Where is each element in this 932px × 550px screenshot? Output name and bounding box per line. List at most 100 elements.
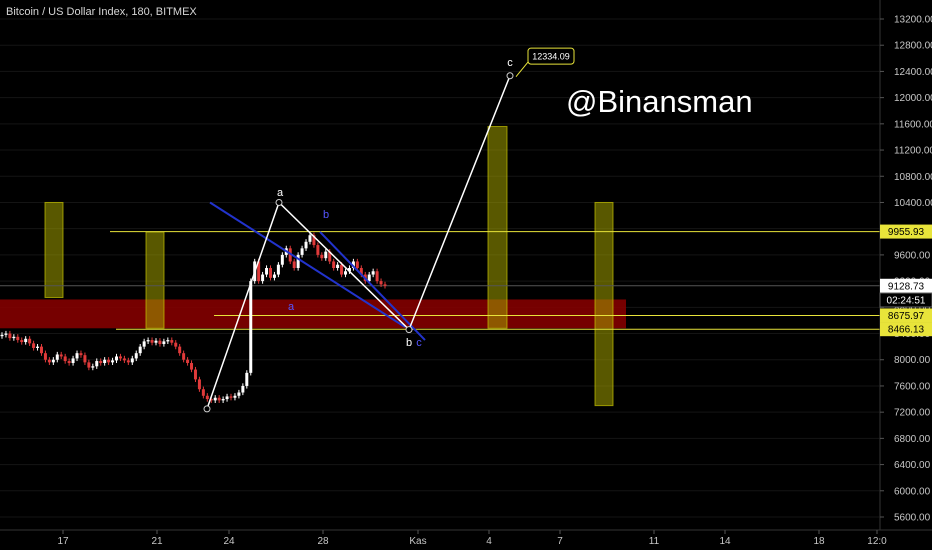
channel-line — [319, 231, 426, 341]
candle-body — [320, 254, 324, 259]
y-tick-label: 5600.00 — [894, 513, 931, 524]
x-tick-label: 12:0 — [867, 536, 887, 547]
wave-label: c — [507, 57, 513, 69]
candle-body — [158, 340, 162, 345]
candle-body — [43, 353, 47, 360]
x-tick-label: 7 — [557, 536, 563, 547]
y-tick-label: 8800.00 — [894, 303, 931, 314]
candle-body — [154, 340, 158, 343]
channel-line — [209, 201, 406, 328]
candle-body — [170, 340, 174, 343]
candle-body — [316, 245, 320, 255]
candle-body — [276, 264, 280, 275]
candle-body — [162, 341, 166, 345]
candle-body — [217, 397, 221, 401]
price-tag-label: 9955.93 — [888, 227, 925, 238]
projection-box — [487, 125, 508, 329]
candle-body — [221, 399, 225, 401]
candle-body — [79, 353, 83, 356]
candle-body — [225, 396, 229, 400]
projection-box — [145, 231, 165, 329]
projection-box — [44, 201, 64, 298]
price-tag-label: 9128.73 — [888, 281, 925, 292]
candle-body — [193, 369, 197, 380]
candle-body — [371, 271, 375, 275]
wave-label: a — [288, 301, 295, 313]
price-tags: 9955.93 9128.73 02:24:51 8675.97 8466.13 — [879, 224, 932, 337]
wave-label: c — [416, 337, 422, 349]
candle-body — [332, 261, 336, 268]
candle-body — [134, 353, 138, 359]
y-tick-label: 10800.00 — [894, 172, 932, 183]
candle-body — [12, 336, 16, 339]
candle-body — [115, 356, 119, 361]
wave-label: a — [277, 187, 284, 199]
candle-body — [229, 396, 233, 398]
candle-body — [182, 353, 186, 360]
candle-body — [336, 264, 340, 268]
candle-body — [190, 363, 194, 370]
candle-body — [304, 241, 308, 249]
candle-body — [257, 261, 261, 282]
price-tag-label: 8466.13 — [888, 325, 925, 336]
support-zone-band — [0, 299, 626, 329]
price-tag-label: 02:24:51 — [887, 296, 926, 307]
candle-body — [272, 274, 276, 278]
price-tag-label: 8675.97 — [888, 311, 925, 322]
candle-body — [59, 354, 63, 357]
candle-body — [39, 346, 43, 354]
price-tag — [880, 224, 932, 239]
target-callout — [527, 47, 575, 65]
candle-body — [67, 361, 71, 364]
candle-body — [91, 366, 95, 368]
wave-path — [206, 75, 511, 410]
wave-pivot — [506, 72, 514, 80]
candle-body — [32, 343, 36, 348]
x-tick-label: 28 — [317, 536, 329, 547]
wave-pivot — [203, 405, 211, 413]
candle-body — [344, 271, 348, 275]
author-watermark: @Binansman — [566, 84, 753, 119]
candle-body — [300, 248, 304, 255]
candle-body — [28, 338, 32, 344]
candle-body — [16, 336, 20, 341]
y-tick-label: 9600.00 — [894, 250, 931, 261]
y-tick-label: 13200.00 — [894, 15, 932, 26]
candle-body — [308, 235, 312, 242]
candle-body — [138, 346, 142, 354]
candle-body — [71, 358, 75, 364]
target-callout-pointer — [515, 61, 529, 78]
candle-body — [166, 340, 170, 342]
price-tag — [880, 278, 932, 293]
candle-body — [367, 274, 371, 282]
candle-body — [237, 392, 241, 396]
wave-label: b — [406, 337, 412, 349]
y-tick-label: 12400.00 — [894, 67, 932, 78]
target-callout-text: 12334.09 — [532, 52, 570, 62]
wave-pivot — [275, 198, 283, 206]
candle-body — [328, 251, 332, 262]
candle-body — [130, 358, 134, 363]
candle-body — [150, 340, 154, 343]
horizontal-levels — [0, 231, 880, 330]
candle-body — [0, 334, 4, 337]
chart-title: Bitcoin / US Dollar Index, 180, BITMEX — [6, 6, 197, 18]
candle-body — [245, 372, 249, 386]
candle-body — [213, 397, 217, 401]
candle-body — [111, 360, 115, 363]
x-tick-label: 17 — [57, 536, 69, 547]
candle-body — [241, 385, 245, 393]
candle-body — [379, 281, 383, 285]
candle-body — [51, 359, 55, 363]
wave-pivot — [405, 326, 413, 334]
candle-body — [107, 359, 111, 363]
candle-body — [312, 235, 316, 246]
y-tick-label: 6800.00 — [894, 434, 931, 445]
x-tick-label: Kas — [409, 536, 426, 547]
y-tick-label: 12000.00 — [894, 93, 932, 104]
candle-body — [201, 389, 205, 396]
x-tick-label: 14 — [719, 536, 731, 547]
candle-body — [197, 379, 201, 390]
